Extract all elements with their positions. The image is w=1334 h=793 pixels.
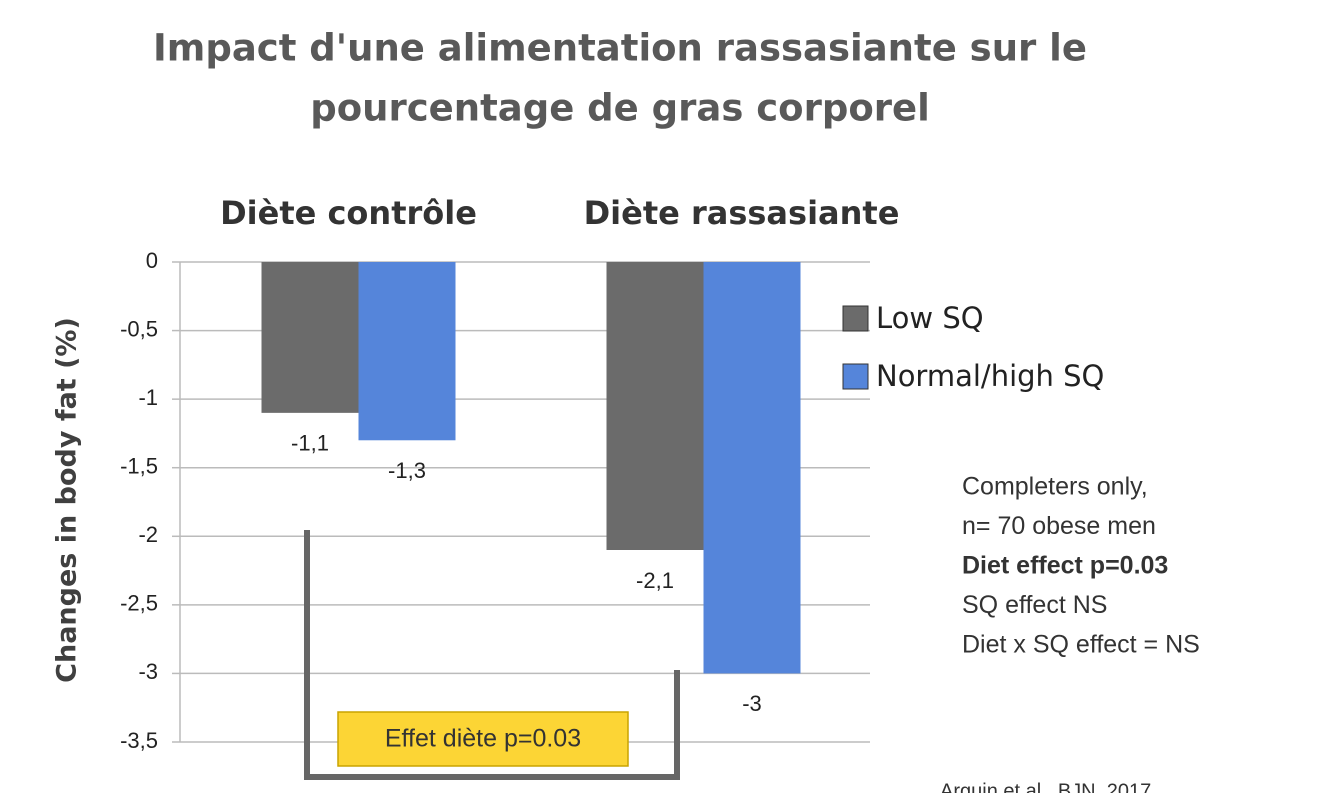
legend-label: Normal/high SQ (876, 359, 1104, 393)
bar (606, 262, 704, 550)
legend-swatch (842, 363, 869, 390)
citation: Arguin et al., BJN, 2017 (940, 780, 1151, 793)
effect-label: Effet diète p=0.03 (385, 725, 581, 753)
chart-title: pourcentage de gras corporel (310, 87, 930, 130)
chart-title: Impact d'une alimentation rassasiante su… (153, 27, 1087, 70)
y-axis-title: Changes in body fat (%) (52, 317, 83, 683)
y-tick-label: -1 (138, 385, 158, 410)
bar (358, 262, 456, 441)
note-line: Completers only, (962, 473, 1148, 501)
bar (261, 262, 359, 413)
value-label: -1,3 (388, 458, 426, 483)
note-line: n= 70 obese men (962, 512, 1156, 540)
legend-label: Low SQ (876, 301, 984, 335)
note-line: SQ effect NS (962, 591, 1107, 619)
y-tick-label: -1,5 (120, 454, 158, 479)
category-label: Diète rassasiante (584, 194, 900, 232)
notes: Completers only, n= 70 obese men Diet effe… (962, 473, 1200, 659)
y-tick-label: -3,5 (120, 728, 158, 753)
y-tick-label: -3 (138, 659, 158, 684)
bar (703, 262, 801, 674)
note-line: Diet effect p=0.03 (962, 552, 1168, 580)
y-tick-label: 0 (146, 248, 158, 273)
category-label: Diète contrôle (220, 194, 477, 232)
bracket (304, 530, 680, 780)
y-tick-label: -2 (138, 522, 158, 547)
value-label: -3 (742, 691, 762, 716)
effect-box (337, 711, 629, 767)
y-tick-label: -2,5 (120, 591, 158, 616)
legend-swatch (842, 305, 869, 332)
value-label: -1,1 (291, 431, 329, 456)
y-tick-label: -0,5 (120, 316, 158, 341)
value-label: -2,1 (636, 568, 674, 593)
note-line: Diet x SQ effect = NS (962, 631, 1200, 659)
